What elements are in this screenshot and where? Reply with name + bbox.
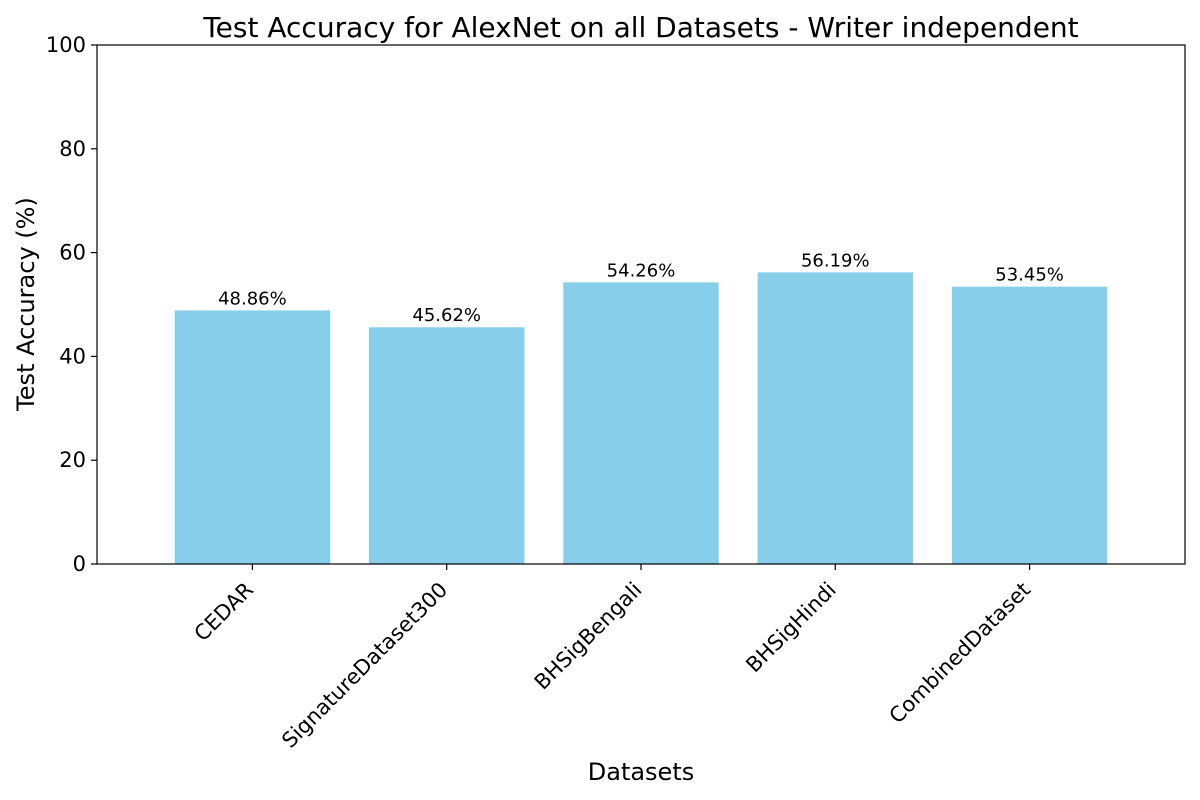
y-tick-label: 40	[59, 344, 86, 368]
x-tick-label: CEDAR	[190, 578, 258, 646]
y-tick-label: 0	[73, 552, 86, 576]
bars-group: 48.86% 45.62% 54.26% 56.19% 53.45%	[174, 250, 1108, 564]
y-tick-label: 20	[59, 448, 86, 472]
bar-1	[369, 327, 525, 564]
chart-title: Test Accuracy for AlexNet on all Dataset…	[202, 11, 1078, 44]
y-tick-label: 100	[46, 33, 86, 57]
bar-value-label: 56.19%	[801, 250, 870, 271]
bar-value-label: 45.62%	[412, 305, 481, 326]
x-tick-label: SignatureDataset300	[277, 578, 452, 753]
y-tick-label: 80	[59, 137, 86, 161]
bar-3	[757, 272, 913, 564]
bar-value-label: 53.45%	[995, 265, 1064, 286]
bar-value-label: 54.26%	[607, 260, 676, 281]
bar-4	[951, 286, 1108, 564]
x-tick-label: BHSigHindi	[741, 578, 841, 678]
bar-2	[563, 282, 719, 564]
x-tick-label: CombinedDataset	[885, 578, 1036, 729]
y-tick-label: 60	[59, 241, 86, 265]
y-axis-label: Test Accuracy (%)	[12, 197, 40, 412]
bar-0	[174, 310, 331, 564]
plot-frame	[96, 44, 1186, 565]
x-axis: CEDAR SignatureDataset300 BHSigBengali BHSi…	[190, 564, 1036, 753]
bar-value-label: 48.86%	[218, 288, 287, 309]
x-tick-label: BHSigBengali	[530, 578, 647, 695]
x-axis-label: Datasets	[588, 758, 695, 786]
y-axis: 0 20 40 60 80 100	[46, 33, 97, 576]
